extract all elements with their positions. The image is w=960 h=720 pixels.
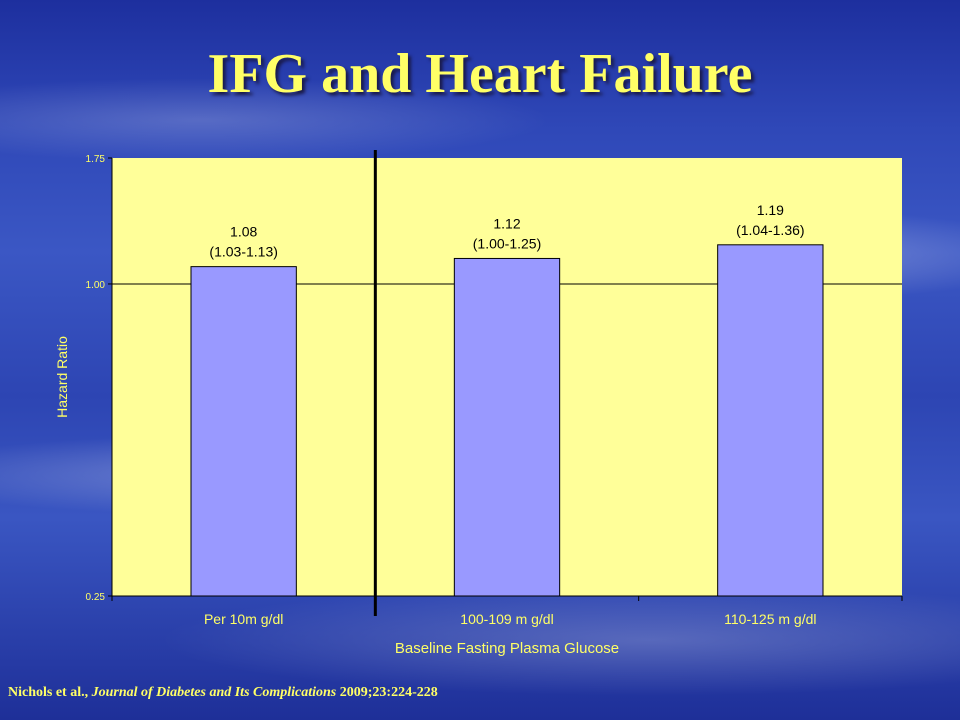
y-axis-label: Hazard Ratio	[54, 336, 70, 418]
bar-value-label: 1.08	[230, 224, 257, 240]
x-tick-label: 110-125 m g/dl	[724, 611, 816, 627]
bar-labels: 1.08 (1.03-1.13) 1.12 (1.00-1.25) 1.19 (1.04-…	[209, 202, 804, 260]
x-axis: Per 10m g/dl 100-109 m g/dl 110-125 m g/dl	[111, 595, 903, 627]
x-tick-label: Per 10m g/dl	[204, 611, 283, 627]
bar	[190, 266, 297, 597]
bar-value-label: 1.12	[493, 215, 520, 231]
bar-ci-label: (1.00-1.25)	[473, 235, 541, 251]
y-tick-label: 1.75	[86, 154, 106, 165]
citation-details: 2009;23:224-228	[339, 685, 438, 700]
slide-title: IFG and Heart Failure	[207, 43, 753, 105]
y-tick-label: 0.25	[86, 592, 106, 603]
citation-journal: Journal of Diabetes and Its Complication…	[91, 685, 337, 700]
bar-ci-label: (1.03-1.13)	[209, 244, 277, 260]
bar	[453, 257, 561, 597]
y-tick-label: 1.00	[86, 280, 106, 291]
y-axis: 0.25 1.00 1.75	[86, 154, 113, 603]
bars	[190, 244, 824, 597]
bar-value-label: 1.19	[757, 202, 784, 218]
x-axis-label: Baseline Fasting Plasma Glucose	[395, 640, 619, 657]
bar-ci-label: (1.04-1.36)	[736, 222, 804, 238]
x-tick-label: 100-109 m g/dl	[460, 611, 553, 627]
citation: Nichols et al., Journal of Diabetes and …	[8, 685, 438, 701]
citation-authors: Nichols et al.,	[8, 685, 89, 700]
bar	[717, 244, 824, 597]
